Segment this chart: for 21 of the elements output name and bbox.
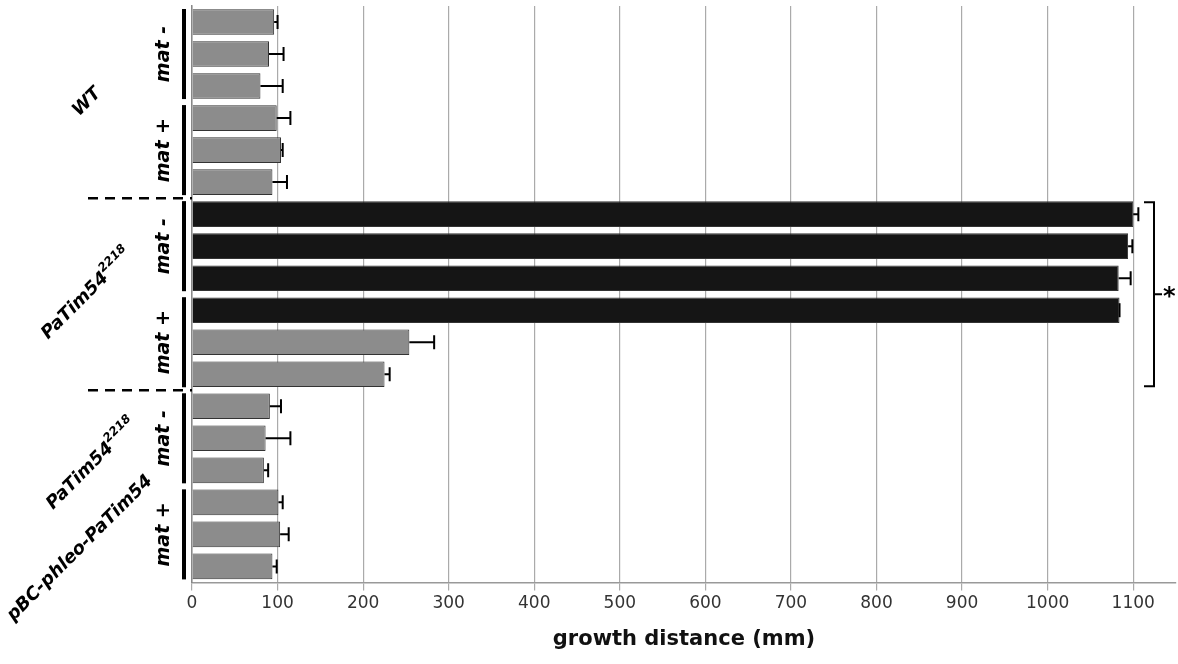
x-tick-label: 600 bbox=[689, 592, 722, 613]
x-tick-label: 300 bbox=[432, 592, 465, 613]
x-tick-label: 800 bbox=[860, 592, 893, 613]
x-tick-label: 400 bbox=[518, 592, 551, 613]
x-tick-label: 900 bbox=[945, 592, 979, 613]
text: mat - bbox=[150, 218, 173, 275]
x-tick-label: 200 bbox=[346, 592, 380, 613]
text: mat + bbox=[150, 502, 173, 567]
text: mat + bbox=[150, 117, 173, 183]
x-tick-label: 1100 bbox=[1111, 592, 1155, 613]
x-tick-label: 0 bbox=[186, 592, 198, 613]
text: mat - bbox=[150, 25, 173, 83]
text: mat - bbox=[150, 410, 173, 467]
x-axis-title: growth distance (mm) bbox=[552, 625, 816, 650]
text: mat + bbox=[150, 310, 173, 375]
text: WT bbox=[66, 80, 106, 120]
x-tick-label: 700 bbox=[774, 592, 808, 613]
x-tick-label: 100 bbox=[261, 592, 294, 613]
x-tick-label: 500 bbox=[603, 592, 637, 613]
annotation: * bbox=[1163, 282, 1176, 311]
x-tick-label: 1000 bbox=[1026, 592, 1070, 613]
